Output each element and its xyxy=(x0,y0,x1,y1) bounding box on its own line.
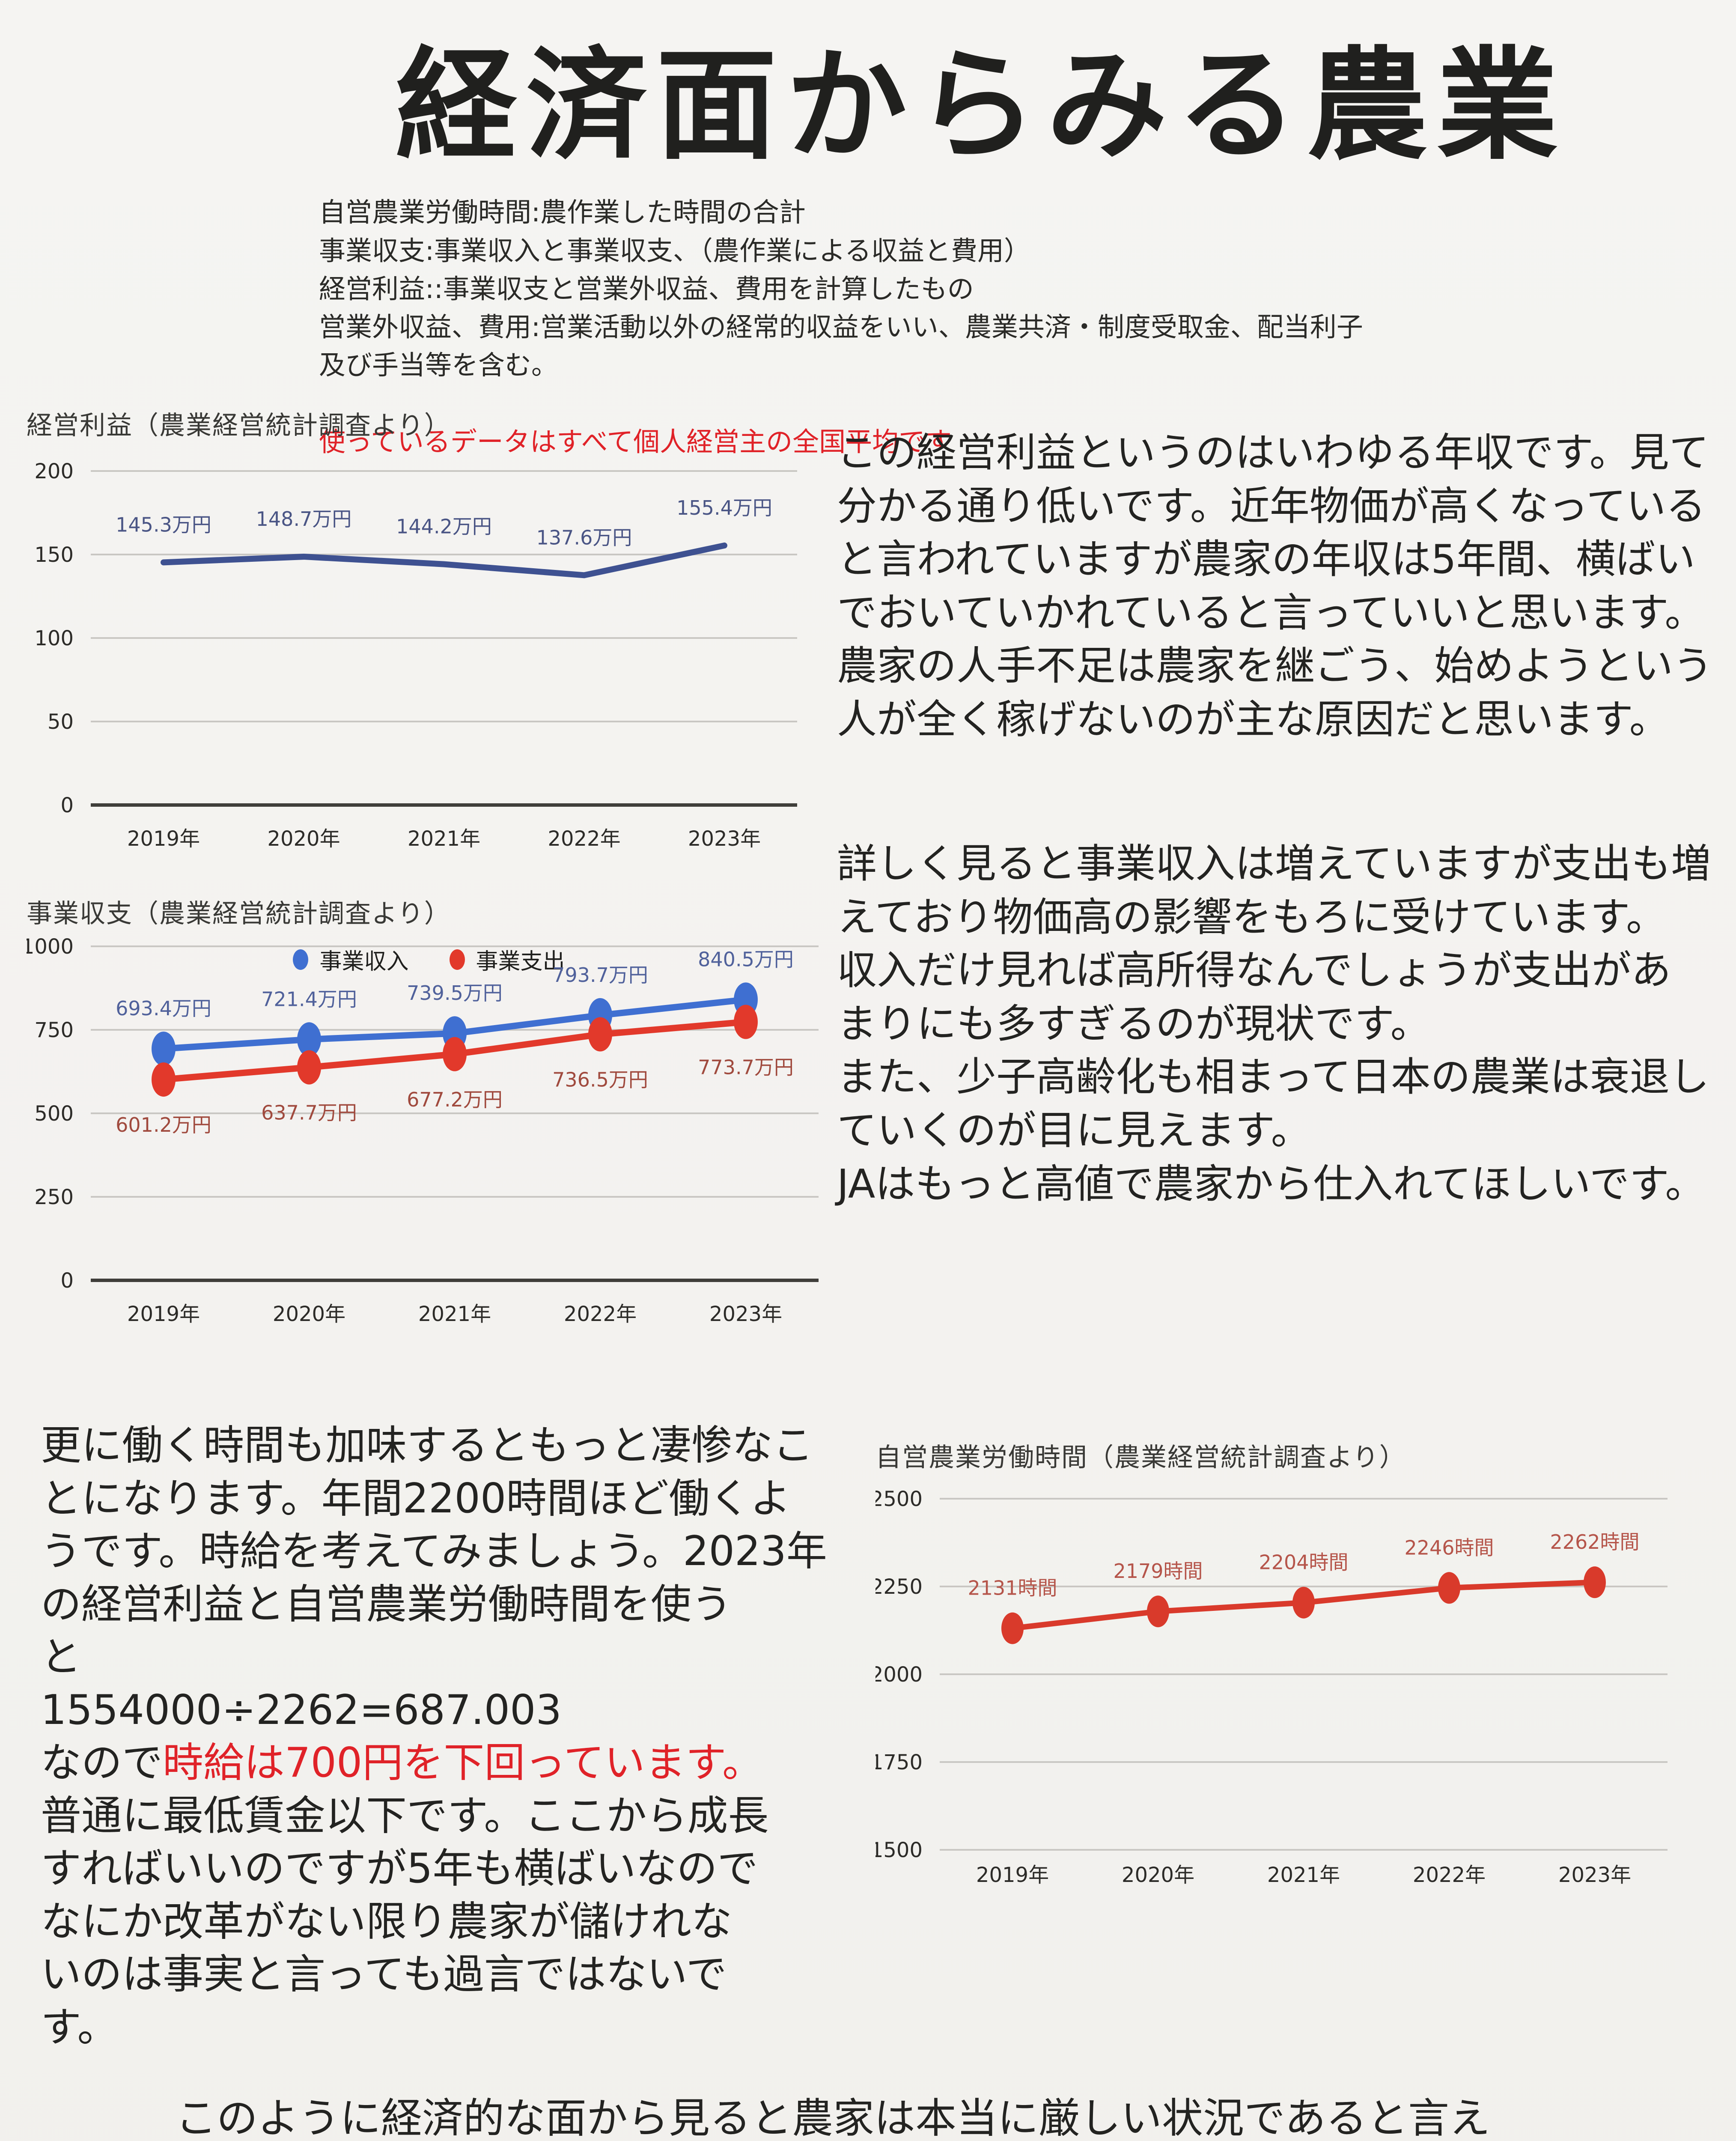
data-source-note: 使っているデータはすべて個人経営主の全国平均です xyxy=(319,426,952,457)
data-point-marker xyxy=(297,1022,321,1057)
x-tick-label: 2020年 xyxy=(267,827,340,851)
work-hours-chart-plot-area: 2500 2250 2000 1750 1500 2019年 2020年 2021年 2022年… xyxy=(875,1477,1680,1895)
hours-text-before: 更に働く時間も加味するともっと凄惨なこ とになります。年間2200時間ほど働くよ… xyxy=(41,1422,827,1786)
y-tick-label: 2250 xyxy=(875,1575,923,1599)
x-tick-label: 2023年 xyxy=(688,827,761,851)
data-point-marker xyxy=(1584,1566,1606,1598)
data-point-marker xyxy=(152,1062,176,1097)
x-tick-label: 2021年 xyxy=(418,1302,491,1326)
y-tick-label: 200 xyxy=(34,459,74,483)
y-tick-label: 0 xyxy=(60,793,74,817)
y-tick-label: 150 xyxy=(34,543,74,567)
profit-chart-svg: 200 150 100 50 0 2019年 2020年 2021年 2022年 2023年 145… xyxy=(34,459,797,851)
data-point-label: 739.5万円 xyxy=(407,981,503,1005)
y-tick-label: 100 xyxy=(34,626,74,650)
data-point-label: 736.5万円 xyxy=(552,1068,648,1091)
x-tick-label: 2022年 xyxy=(548,827,620,851)
balance-chart-plot-area: 1000 750 500 250 0 2019年 2020年 2021年 2022年 2023年 6… xyxy=(27,933,831,1334)
definitions-text: 自営農業労働時間:農作業した時間の合計 事業収支:事業収入と事業収支、（農作業に… xyxy=(319,197,1363,381)
data-point-label: 137.6万円 xyxy=(536,526,632,549)
x-tick-label: 2019年 xyxy=(127,1302,200,1326)
work-hours-chart-title: 自営農業労働時間（農業経営統計調査より） xyxy=(875,1443,1406,1473)
data-point-marker xyxy=(297,1050,321,1085)
data-point-label: 677.2万円 xyxy=(407,1088,503,1111)
data-point-label: 693.4万円 xyxy=(116,997,211,1020)
data-point-marker xyxy=(443,1037,467,1071)
data-point-label: 2262時間 xyxy=(1550,1530,1639,1554)
data-point-marker xyxy=(1292,1586,1315,1619)
y-tick-label: 250 xyxy=(34,1185,74,1209)
paragraph-conclusion-text: このように経済的な面から見ると農家は本当に厳しい状況であると言え ます。 JAが… xyxy=(176,2094,1491,2141)
x-tick-label: 2022年 xyxy=(564,1302,637,1326)
data-point-marker xyxy=(588,1017,612,1052)
data-point-label: 793.7万円 xyxy=(552,963,648,987)
profit-chart-title: 経営利益（農業経営統計調査より） xyxy=(27,411,451,441)
y-tick-label: 50 xyxy=(48,710,74,734)
paragraph-profit-comment: この経営利益というのはいわゆる年収です。見て 分かる通り低いです。近年物価が高く… xyxy=(837,426,1736,746)
x-tick-label: 2023年 xyxy=(1558,1863,1631,1887)
x-tick-label: 2023年 xyxy=(709,1302,782,1326)
series-line xyxy=(161,542,727,578)
data-point-label: 773.7万円 xyxy=(698,1056,794,1079)
data-point-label: 721.4万円 xyxy=(261,987,357,1011)
x-tick-label: 2019年 xyxy=(976,1863,1049,1887)
work-hours-chart: 自営農業労働時間（農業経営統計調査より） 2500 2250 2000 1750 150… xyxy=(875,1437,1680,1897)
y-tick-label: 1500 xyxy=(875,1838,923,1862)
data-point-marker xyxy=(734,1005,758,1039)
y-tick-label: 0 xyxy=(60,1269,74,1293)
y-tick-label: 750 xyxy=(34,1018,74,1042)
balance-chart: 事業収支（農業経営統計調査より） 事業収入 事業支出 1000 750 500 250 0… xyxy=(27,893,831,1336)
data-point-label: 637.7万円 xyxy=(261,1101,357,1124)
data-point-label: 2246時間 xyxy=(1404,1536,1494,1559)
y-tick-label: 1750 xyxy=(875,1750,923,1774)
x-tick-label: 2020年 xyxy=(1122,1863,1194,1887)
balance-chart-title: 事業収支（農業経営統計調査より） xyxy=(27,899,451,929)
paragraph-conclusion: このように経済的な面から見ると農家は本当に厳しい状況であると言え ます。 JAが… xyxy=(176,2090,1608,2141)
definitions-block: 自営農業労働時間:農作業した時間の合計 事業収支:事業収入と事業収支、（農作業に… xyxy=(319,155,1595,499)
data-point-marker xyxy=(152,1032,176,1066)
data-point-label: 2204時間 xyxy=(1259,1551,1348,1574)
x-tick-label: 2021年 xyxy=(1267,1863,1340,1887)
page-title: 経済面からみる農業 xyxy=(396,35,1567,176)
y-tick-label: 1000 xyxy=(27,935,74,959)
data-point-label: 148.7万円 xyxy=(256,507,352,531)
hours-chart-svg: 2500 2250 2000 1750 1500 2019年 2020年 2021年 2022年… xyxy=(875,1487,1668,1887)
hourly-wage-red-highlight: 時給は700円を下回っています。 xyxy=(163,1739,763,1786)
paragraph-balance-comment: 詳しく見ると事業収入は増えていますが支出も増 えており物価高の影響をもろに受けて… xyxy=(837,837,1736,1211)
data-point-label: 601.2万円 xyxy=(116,1113,211,1136)
x-tick-label: 2020年 xyxy=(273,1302,345,1326)
data-point-label: 145.3万円 xyxy=(116,513,211,536)
y-tick-label: 2500 xyxy=(875,1487,923,1511)
profit-chart: 経営利益（農業経営統計調査より） 200 150 100 50 0 2019年 2020年 2… xyxy=(27,405,810,861)
y-tick-label: 2000 xyxy=(875,1663,923,1687)
data-point-label: 2131時間 xyxy=(968,1577,1057,1600)
x-tick-label: 2019年 xyxy=(127,827,200,851)
balance-chart-svg: 1000 750 500 250 0 2019年 2020年 2021年 2022年 2023年 6… xyxy=(27,935,819,1326)
data-point-label: 144.2万円 xyxy=(396,515,492,538)
hours-text-after: 普通に最低賃金以下です。ここから成長 すればいいのですが5年も横ばいなので なに… xyxy=(41,1792,769,2051)
x-tick-label: 2021年 xyxy=(408,827,480,851)
paragraph-balance-text: 詳しく見ると事業収入は増えていますが支出も増 えており物価高の影響をもろに受けて… xyxy=(837,841,1711,1207)
data-point-label: 155.4万円 xyxy=(676,496,772,519)
data-point-marker xyxy=(1001,1612,1024,1644)
data-point-label: 2179時間 xyxy=(1113,1560,1203,1583)
paragraph-profit-text: この経営利益というのはいわゆる年収です。見て 分かる通り低いです。近年物価が高く… xyxy=(837,429,1713,743)
data-point-marker xyxy=(1438,1572,1460,1604)
paragraph-hourly-wage-comment: 更に働く時間も加味するともっと凄惨なこ とになります。年間2200時間ほど働くよ… xyxy=(41,1419,893,2054)
profit-chart-plot-area: 200 150 100 50 0 2019年 2020年 2021年 2022年 2023年 145… xyxy=(27,445,810,859)
data-point-marker xyxy=(1147,1595,1169,1628)
x-tick-label: 2022年 xyxy=(1413,1863,1486,1887)
y-tick-label: 500 xyxy=(34,1102,74,1126)
data-point-label: 840.5万円 xyxy=(698,948,794,971)
